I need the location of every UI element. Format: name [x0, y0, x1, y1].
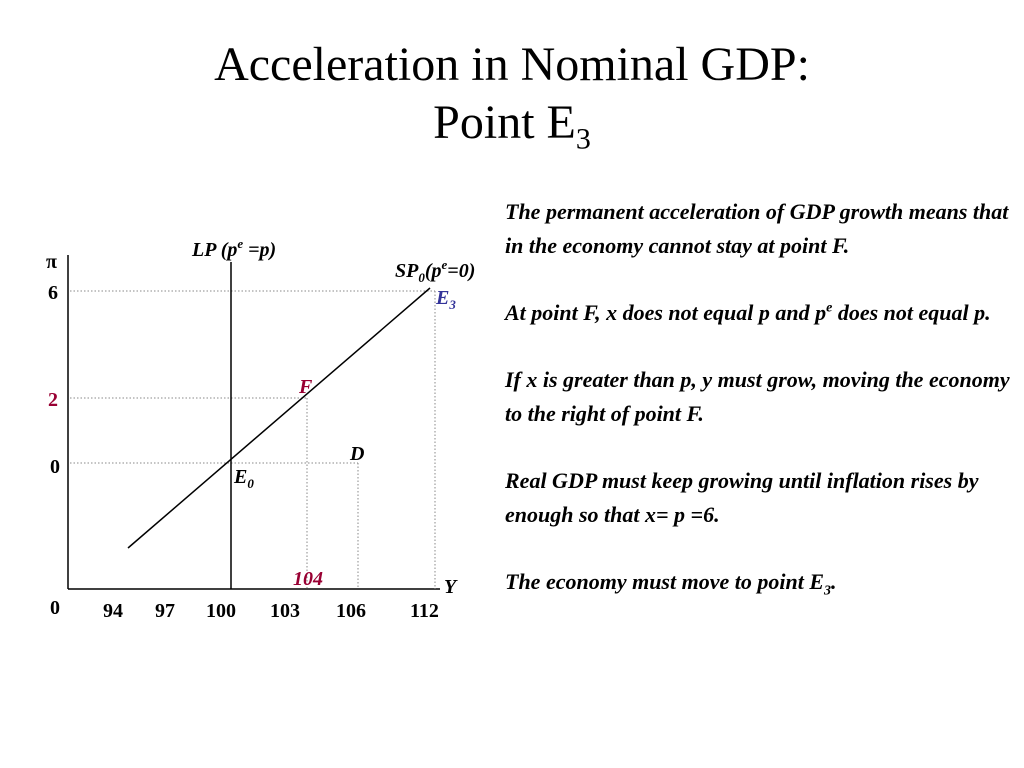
- x-tick-100: 100: [206, 600, 236, 622]
- value-104-label: 104: [293, 568, 323, 590]
- explanation-text: The permanent acceleration of GDP growth…: [505, 195, 1010, 632]
- note-paragraph-2: At point F, x does not equal p and pe do…: [505, 300, 991, 325]
- note-paragraph-5: The economy must move to point E3.: [505, 569, 837, 599]
- point-e0-label: E0: [233, 466, 254, 491]
- title-line-1: Acceleration in Nominal GDP:: [214, 38, 810, 91]
- origin-label: 0: [50, 597, 60, 619]
- x-tick-103: 103: [270, 600, 300, 622]
- title-line-2-main: Point E: [433, 96, 576, 149]
- point-d-label: D: [349, 443, 364, 465]
- x-tick-106: 106: [336, 600, 366, 622]
- note-paragraph-1: The permanent acceleration of GDP growth…: [505, 199, 1009, 258]
- point-e3-label: E3: [435, 287, 456, 312]
- y-tick-2: 2: [48, 389, 58, 411]
- point-f-label: F: [298, 376, 313, 398]
- title-line-2-sub: 3: [575, 122, 591, 156]
- x-tick-94: 94: [103, 600, 123, 622]
- note-paragraph-4: Real GDP must keep growing until inflati…: [505, 468, 979, 527]
- note-paragraph-3: If x is greater than p, y must grow, mov…: [505, 367, 1010, 426]
- x-axis-label: Y: [444, 576, 458, 598]
- title-line-2: Point E3: [0, 94, 1024, 154]
- sp-curve-label: SP0(pe=0): [395, 257, 475, 285]
- lp-curve-label: LP (pe =p): [191, 236, 276, 261]
- slide-title: Acceleration in Nominal GDP: Point E3: [0, 36, 1024, 154]
- x-tick-112: 112: [410, 600, 439, 622]
- y-axis-symbol: π: [46, 251, 57, 273]
- sp-curve: [127, 287, 431, 549]
- y-tick-6: 6: [48, 282, 58, 304]
- y-tick-0: 0: [50, 456, 60, 478]
- x-tick-97: 97: [155, 600, 175, 622]
